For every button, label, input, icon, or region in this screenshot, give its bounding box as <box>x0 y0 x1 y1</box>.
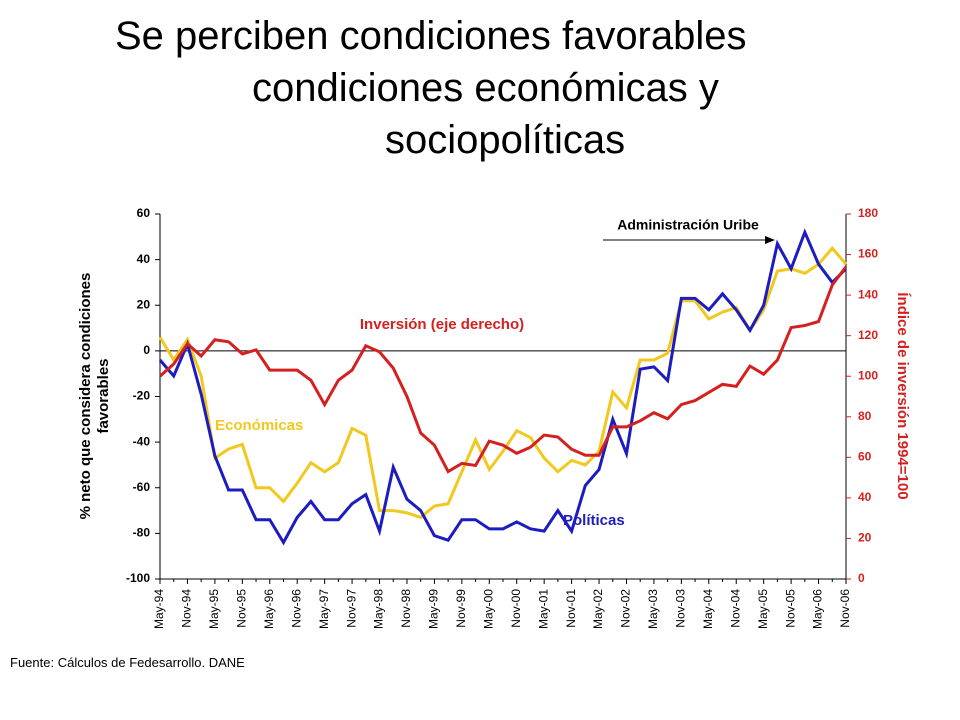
y-tick-label: 20 <box>137 297 151 311</box>
series-line <box>158 228 848 546</box>
y2-tick-label: 160 <box>858 247 878 261</box>
x-tick-label: May-94 <box>152 589 166 629</box>
x-tick-label: May-03 <box>646 589 660 629</box>
y-tick-label: -40 <box>133 434 151 448</box>
x-tick-label: May-99 <box>427 589 441 629</box>
y-tick-label: 60 <box>137 206 151 220</box>
y-tick-label: 0 <box>143 343 150 357</box>
y2-tick-label: 100 <box>858 368 878 382</box>
annotation: Políticas <box>563 512 625 529</box>
x-tick-label: Nov-98 <box>399 589 413 628</box>
x-tick-label: Nov-02 <box>619 589 633 628</box>
y2-tick-label: 80 <box>858 409 872 423</box>
x-tick-label: May-04 <box>701 589 715 629</box>
y-tick-label: -80 <box>133 526 151 540</box>
x-tick-label: May-05 <box>756 589 770 629</box>
x-tick-label: May-00 <box>481 589 495 629</box>
x-tick-label: May-97 <box>317 589 331 629</box>
x-tick-label: Nov-95 <box>234 589 248 628</box>
y2-tick-label: 60 <box>858 450 872 464</box>
y2-tick-label: 140 <box>858 287 878 301</box>
x-tick-label: Nov-94 <box>180 589 194 628</box>
x-tick-label: Nov-06 <box>838 589 852 628</box>
annotation: Administración Uribe <box>617 217 759 233</box>
y2-tick-label: 20 <box>858 531 872 545</box>
source: Fuente: Cálculos de Fedesarrollo. DANE <box>10 655 245 670</box>
series-line <box>159 265 848 474</box>
annotation: Inversión (eje derecho) <box>360 316 524 333</box>
x-tick-label: Nov-96 <box>289 589 303 628</box>
x-tick-label: Nov-99 <box>454 589 468 628</box>
x-tick-label: May-06 <box>811 589 825 629</box>
y2-tick-label: 120 <box>858 328 878 342</box>
x-tick-label: May-95 <box>207 589 221 629</box>
y2-tick-label: 40 <box>858 490 872 504</box>
x-tick-label: Nov-03 <box>674 589 688 628</box>
title-line: condiciones económicas y <box>252 66 719 110</box>
x-tick-label: May-96 <box>262 589 276 629</box>
series-line <box>158 245 848 520</box>
title-line: sociopolíticas <box>385 118 626 162</box>
x-tick-label: May-01 <box>536 589 550 629</box>
y2-axis-label: Índice de inversión 1994=100 <box>894 292 911 499</box>
y-tick-label: -100 <box>126 571 150 585</box>
title-line: Se perciben condiciones favorables <box>115 14 747 58</box>
annotation: Económicas <box>215 417 303 434</box>
x-tick-label: May-98 <box>372 589 386 629</box>
x-tick-label: Nov-05 <box>783 589 797 628</box>
x-tick-label: Nov-04 <box>728 589 742 628</box>
y2-tick-label: 0 <box>858 571 865 585</box>
x-tick-label: Nov-00 <box>509 589 523 628</box>
x-tick-label: May-02 <box>591 589 605 629</box>
x-tick-label: Nov-01 <box>564 589 578 628</box>
y-tick-label: -60 <box>133 480 151 494</box>
y-tick-label: 40 <box>137 252 151 266</box>
arrow-head <box>765 236 775 244</box>
x-tick-label: Nov-97 <box>344 589 358 628</box>
y2-tick-label: 180 <box>858 206 878 220</box>
y-tick-label: -20 <box>133 389 151 403</box>
